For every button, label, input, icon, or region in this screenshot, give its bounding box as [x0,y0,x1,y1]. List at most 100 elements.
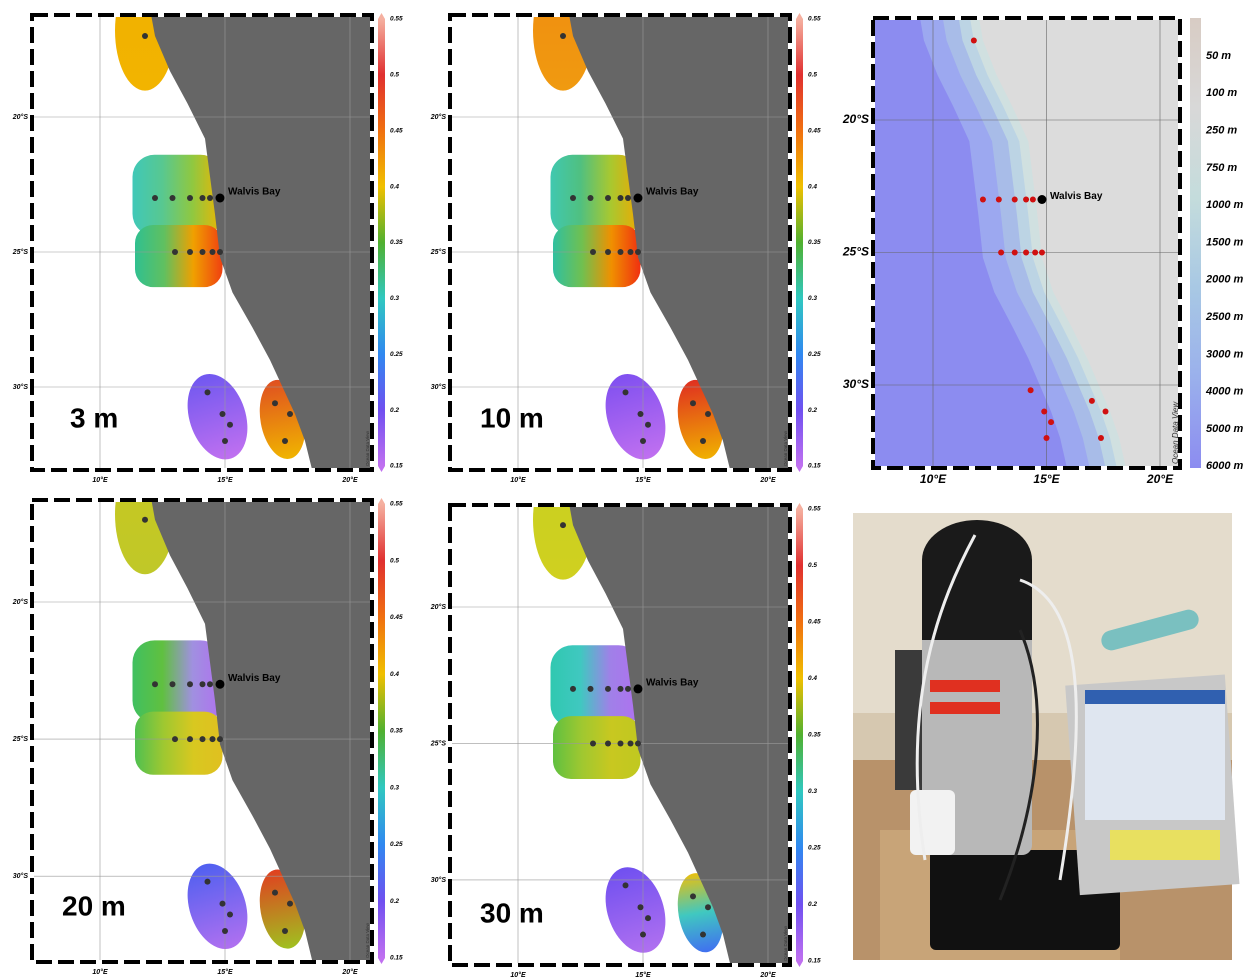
station [570,195,576,201]
station [142,33,148,39]
station [590,740,596,747]
bathymetry-panel: Walvis Bay Ocean Data View 20°S 25°S 30°S 10°… [842,16,1244,486]
station [204,389,211,396]
cable [915,534,977,861]
station [622,882,629,889]
lon-label: 15°E [217,476,233,484]
legend-label: 4000 m [1205,386,1244,398]
colorbar-cap [796,466,803,472]
lat-label: 20°S [12,113,29,121]
lat-label: 20°S [430,603,447,611]
data-blob [553,716,641,779]
station [635,740,641,747]
data-blob [135,711,223,775]
station [627,249,634,255]
station [627,740,634,747]
lon-label: 10°E [92,476,108,484]
lon-label: 10°E [920,472,947,486]
colorbar-cap [796,503,803,509]
station [622,389,629,396]
station [187,681,193,688]
legend-label: 50 m [1206,50,1231,62]
map-panel: Walvis Bay 10 m Ocean Data View 20°S 25°S 30°… [430,13,821,484]
station [172,736,178,743]
colorbar-tick: 0.5 [390,557,399,564]
lon-label: 10°E [510,476,526,484]
colorbar-tick: 0.5 [808,72,817,79]
station [1023,249,1030,256]
colorbar [378,19,385,466]
station [605,249,611,255]
colorbar-tick: 0.5 [390,72,399,79]
station [204,878,211,885]
legend-label: 1500 m [1206,236,1244,248]
lat-label: 25°S [12,735,29,743]
frame [871,16,1182,470]
place-label: Walvis Bay [228,187,281,198]
station [640,931,646,938]
colorbar-tick: 0.2 [390,407,399,414]
map-panel: Walvis Bay 30 m Ocean Data View 20°S 25°S 30°… [430,503,821,977]
walvis-bay-marker [633,193,643,203]
station [979,196,986,203]
walvis-bay-marker [1037,195,1047,204]
legend-label: 5000 m [1206,423,1244,435]
colorbar-tick: 0.25 [390,351,403,358]
place-label: Walvis Bay [1050,191,1103,202]
frame [30,498,374,964]
lat-label: 25°S [12,248,29,256]
data-blob [605,373,666,460]
depth-label: 30 m [480,897,544,928]
station [998,249,1005,256]
land [569,15,790,470]
station [617,740,624,747]
lon-label: 20°E [1146,472,1174,486]
data-blob [187,373,248,460]
colorbar-tick: 0.55 [390,501,403,508]
station [219,900,226,907]
legend-label: 6000 m [1206,460,1244,472]
station [617,195,624,201]
station [587,685,594,692]
walvis-bay-marker [215,193,225,203]
station [605,685,611,692]
colorbar-tick: 0.15 [390,955,403,962]
station [587,195,594,201]
station [637,411,644,417]
station [645,915,651,922]
lon-label: 15°E [1033,472,1060,486]
station [1041,408,1048,415]
walvis-bay-marker [215,679,225,689]
station [700,438,706,444]
lat-label: 30°S [843,377,869,391]
frame [448,13,792,472]
lon-label: 20°E [341,476,358,484]
lat-label: 25°S [430,248,447,256]
station [227,421,233,428]
lon-label: 10°E [510,971,526,977]
colorbar-tick: 0.15 [808,958,821,965]
station [272,889,278,896]
photo-shape [1101,609,1199,651]
watermark: Ocean Data View [365,922,370,958]
map-area: Walvis Bay Ocean Data View [873,18,1180,468]
station [705,411,711,417]
station [169,681,176,688]
lat-label: 30°S [13,383,29,391]
legend-label: 100 m [1206,87,1237,99]
station [217,249,223,255]
lon-label: 15°E [217,968,233,976]
colorbar-tick: 0.3 [390,295,399,302]
data-blob [550,645,641,728]
cable [998,629,1039,901]
station [560,522,566,529]
colorbar-tick: 0.2 [808,407,817,414]
colorbar-tick: 0.4 [390,671,399,678]
station [617,685,624,692]
station [1102,408,1109,415]
colorbar-tick: 0.4 [390,183,399,190]
depth-label: 3 m [70,402,118,433]
map-area: Walvis Bay 3 m Ocean Data View [32,15,372,470]
station [199,249,206,255]
colorbar-tick: 0.45 [390,127,403,134]
